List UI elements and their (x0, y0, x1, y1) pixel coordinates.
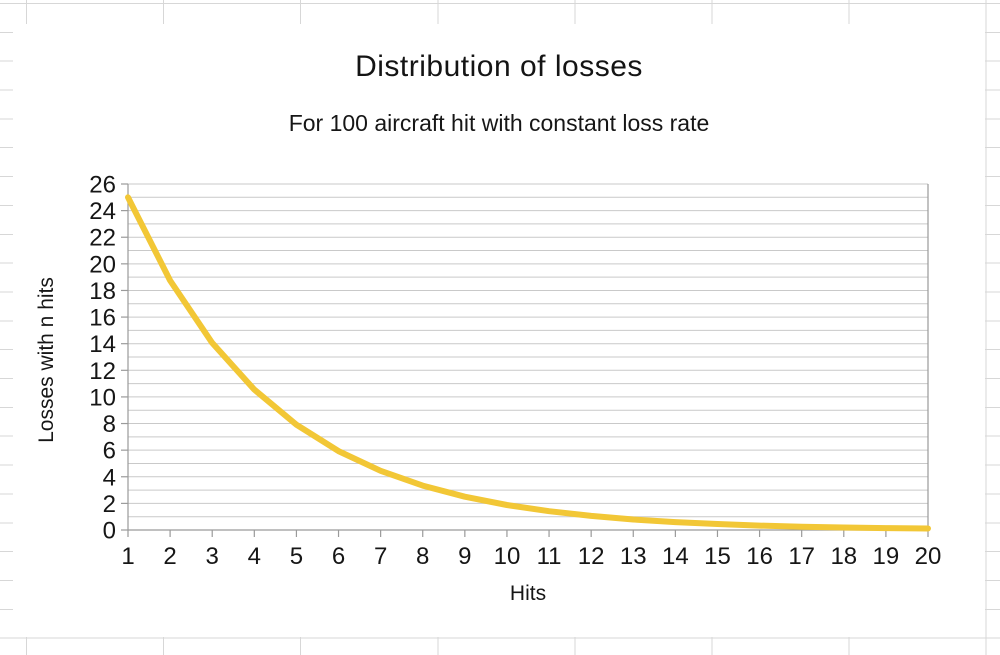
x-tick-label: 7 (374, 543, 387, 570)
y-tick-label: 6 (103, 438, 116, 465)
y-tick-label: 10 (89, 384, 116, 411)
x-tick-label: 5 (290, 543, 303, 570)
y-tick-label: 24 (89, 198, 116, 225)
chart-object: 0 2 4 6 8 10 12 14 16 18 20 22 24 26 1 2 3 4 5 6 7 8 9 10 11 12 13… (13, 24, 985, 637)
x-tick-label: 15 (704, 543, 731, 570)
y-tick-label: 20 (89, 251, 116, 278)
x-tick-label: 2 (163, 543, 176, 570)
x-tick-label: 4 (248, 543, 261, 570)
x-tick-label: 6 (332, 543, 345, 570)
y-tick-label: 16 (89, 305, 116, 332)
x-tick-label: 3 (206, 543, 219, 570)
chart-title: Distribution of losses (355, 50, 643, 83)
x-tick-label: 20 (915, 543, 942, 570)
y-tick-label: 14 (89, 331, 116, 358)
x-tick-label: 1 (121, 543, 134, 570)
y-tick-label: 22 (89, 225, 116, 252)
chart-subtitle: For 100 aircraft hit with constant loss … (288, 110, 710, 136)
x-tick-label: 14 (662, 543, 689, 570)
x-tick-label: 10 (494, 543, 521, 570)
x-tick-label: 17 (788, 543, 815, 570)
y-tick-label: 18 (89, 278, 116, 305)
y-axis-title: Losses with n hits (35, 277, 58, 443)
y-tick-label: 26 (89, 172, 116, 199)
y-tick-label: 8 (103, 411, 116, 438)
y-tick-label: 12 (89, 358, 116, 385)
x-axis-title: Hits (509, 582, 547, 605)
x-tick-label: 11 (537, 543, 562, 570)
loss-curve (125, 194, 931, 532)
x-tick-label: 9 (458, 543, 471, 570)
x-tick-label: 13 (620, 543, 647, 570)
y-tick-label: 2 (103, 491, 116, 518)
y-tick-label: 4 (103, 464, 116, 491)
x-tick-label: 12 (578, 543, 605, 570)
x-tick-label: 19 (873, 543, 900, 570)
y-tick-label: 0 (103, 518, 116, 545)
x-tick-label: 18 (830, 543, 857, 570)
x-tick-label: 16 (746, 543, 773, 570)
x-tick-label: 8 (416, 543, 429, 570)
